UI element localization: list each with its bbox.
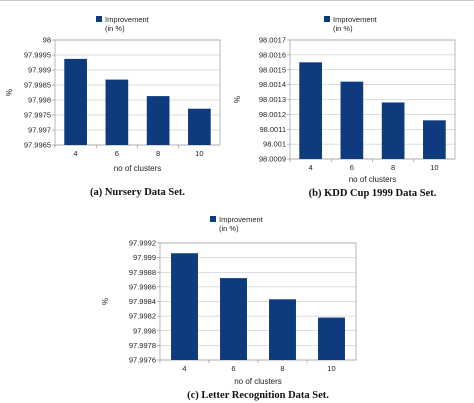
y-tick-label: 97.9992 [129,239,156,248]
y-tick-label: 97.998 [28,96,51,105]
bar-4 [171,253,198,360]
bar-6 [340,81,364,159]
legend: Improvement(in %) [96,15,150,33]
legend-label: Improvement [105,15,150,24]
chart-caption: (c) Letter Recognition Data Set. [187,390,329,401]
bar-4 [64,58,87,145]
x-tick-label: 8 [391,163,395,172]
y-tick-label: 98.0014 [259,80,286,89]
legend: Improvement(in %) [210,215,264,233]
bar-4 [299,62,322,159]
legend-label: (in %) [333,24,353,33]
y-axis-label: % [5,89,14,96]
legend-label: Improvement [219,215,264,224]
x-tick-label: 8 [156,149,160,158]
y-tick-label: 97.9988 [129,268,156,277]
chart-caption: (a) Nursery Data Set. [90,187,185,198]
y-tick-label: 97.9984 [129,297,156,306]
x-tick-label: 4 [182,364,186,373]
y-tick-label: 97.9978 [129,341,156,350]
x-axis-label: no of clusters [349,175,397,184]
x-tick-label: 10 [430,163,438,172]
bar-8 [146,96,170,145]
y-tick-label: 97.998 [133,326,156,335]
legend-swatch [324,16,330,22]
chart-3: 97.999297.99997.998897.998697.998497.998… [101,215,357,401]
legend-swatch [96,16,102,22]
y-tick-label: 97.999 [28,66,51,75]
y-tick-label: 98 [43,36,51,45]
x-tick-label: 6 [231,364,235,373]
legend: Improvement(in %) [324,15,378,33]
y-tick-label: 98.0015 [259,65,286,74]
y-tick-label: 98.0011 [259,125,286,134]
x-tick-label: 6 [350,163,354,172]
x-tick-label: 10 [327,364,335,373]
bar-6 [220,278,247,360]
legend-label: (in %) [219,224,239,233]
legend-label: Improvement [333,15,378,24]
legend-label: (in %) [105,24,125,33]
y-tick-label: 98.0017 [259,36,286,45]
bar-8 [269,299,296,360]
y-tick-label: 97.9975 [24,111,51,120]
y-tick-label: 98.0016 [259,50,286,59]
y-tick-label: 97.999 [133,253,156,262]
x-tick-label: 6 [115,149,119,158]
y-tick-label: 98.0012 [259,110,286,119]
y-tick-label: 97.9965 [24,141,51,150]
legend-swatch [210,216,216,222]
y-tick-label: 97.997 [28,126,51,135]
y-tick-label: 98.001 [263,140,286,149]
y-axis-label: % [233,96,242,103]
x-tick-label: 10 [195,149,203,158]
x-axis-label: no of clusters [114,164,162,173]
y-tick-label: 97.9986 [129,282,156,291]
chart-caption: (b) KDD Cup 1999 Data Set. [309,188,437,199]
x-axis-label: no of clusters [234,377,282,386]
y-axis-label: % [101,298,110,305]
x-tick-label: 8 [280,364,284,373]
bar-10 [423,120,446,159]
y-tick-label: 98.0013 [259,95,286,104]
y-tick-label: 97.9976 [129,356,156,365]
bar-6 [105,79,129,145]
chart-1: 98 97.9995 97.999 97.9985 97.998 97.9975 97.99… [5,15,221,198]
chart-2: 98.001798.001698.001598.001498.001398.00… [233,15,456,199]
y-tick-label: 97.9982 [129,312,156,321]
y-tick-label: 97.9985 [24,81,51,90]
bar-10 [188,108,211,145]
bar-8 [381,102,405,159]
y-tick-label: 98.0009 [259,155,286,164]
x-tick-label: 4 [309,163,313,172]
top-rule [0,0,474,1]
bar-10 [318,317,345,360]
y-tick-label: 97.9995 [24,51,51,60]
x-tick-label: 4 [74,149,78,158]
